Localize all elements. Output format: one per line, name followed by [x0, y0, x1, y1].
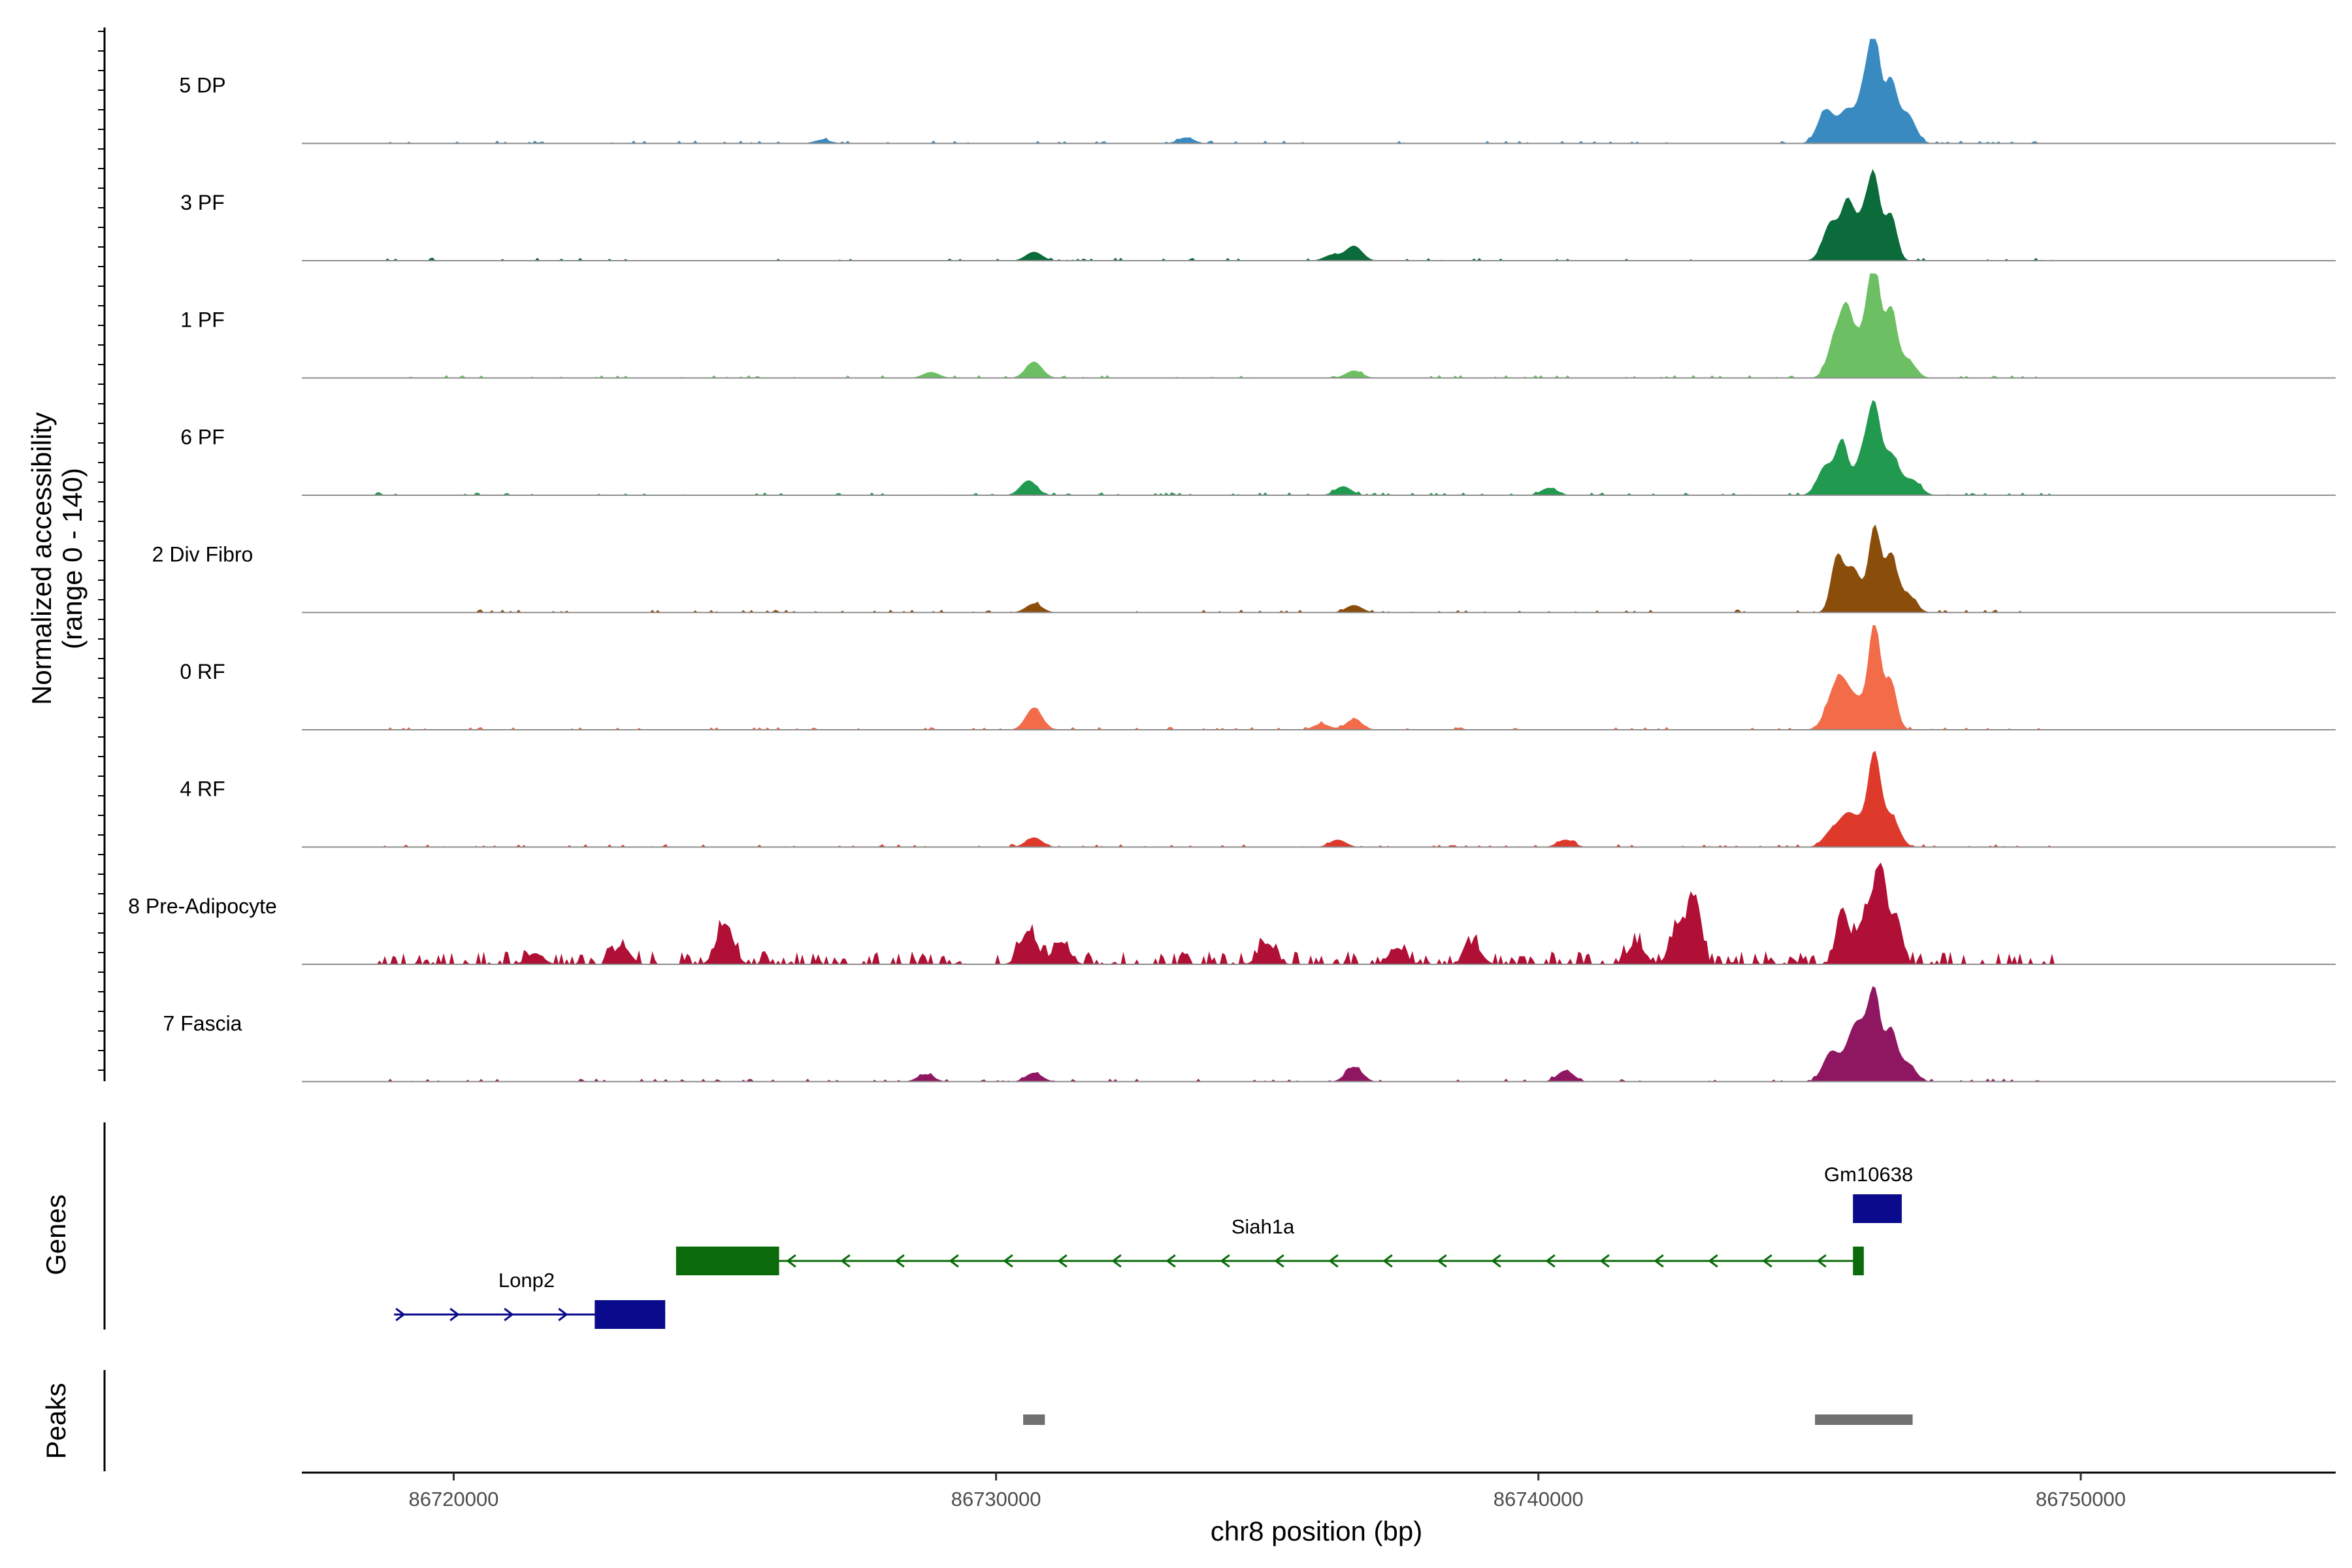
strand-arrow: [949, 1254, 959, 1268]
genes-panel: Lonp2 Siah1a Gm10638: [103, 1122, 1913, 1330]
coverage-area: [302, 862, 2336, 964]
x-tick-label: 86720000: [408, 1488, 498, 1511]
peak-region: [1815, 1414, 1913, 1425]
strand-arrow: [1328, 1254, 1339, 1268]
track-label: 0 RF: [180, 660, 225, 683]
gene-exon: [1853, 1194, 1902, 1223]
track-label: 5 DP: [179, 74, 225, 97]
track-label: 8 Pre-Adipocyte: [128, 894, 277, 918]
strand-arrow: [1003, 1254, 1013, 1268]
coverage-area: [302, 39, 2336, 144]
gene-lonp2: Lonp2: [394, 1269, 666, 1329]
track-1-pf: 1 PF: [180, 273, 2336, 379]
strand-arrow: [1166, 1254, 1176, 1268]
strand-arrow: [840, 1254, 851, 1268]
track-label: 6 PF: [180, 425, 225, 449]
gene-gm10638: Gm10638: [1824, 1163, 1913, 1223]
strand-arrow: [1220, 1254, 1230, 1268]
strand-arrow: [1762, 1254, 1772, 1268]
strand-arrow: [894, 1254, 905, 1268]
gene-exon: [1853, 1247, 1864, 1275]
track-0-rf: 0 RF: [180, 625, 2336, 730]
track-4-rf: 4 RF: [180, 751, 2336, 848]
strand-arrow: [1545, 1254, 1556, 1268]
x-axis: 86720000 86730000 86740000 86750000: [302, 1471, 2336, 1511]
strand-arrow: [1599, 1254, 1610, 1268]
peak-region: [1023, 1414, 1045, 1425]
x-tick-label: 86750000: [2036, 1488, 2126, 1511]
peaks-panel: [103, 1370, 1913, 1471]
track-label: 4 RF: [180, 777, 225, 801]
track-label: 3 PF: [180, 191, 225, 214]
strand-arrow: [1708, 1254, 1718, 1268]
strand-arrow: [558, 1307, 568, 1322]
gene-exon: [595, 1300, 666, 1329]
track-5-dp: 5 DP: [179, 39, 2336, 144]
track-2-div-fibro: 2 Div Fibro: [152, 524, 2336, 613]
strand-arrow: [1382, 1254, 1393, 1268]
x-tick-label: 86730000: [951, 1488, 1041, 1511]
track-3-pf: 3 PF: [180, 169, 2336, 261]
strand-arrow: [395, 1307, 406, 1322]
track-7-fascia: 7 Fascia: [163, 986, 2336, 1083]
coverage-ylabel-line2: (range 0 - 140): [57, 468, 88, 649]
strand-arrow: [1057, 1254, 1068, 1268]
strand-arrow: [786, 1254, 796, 1268]
strand-arrow: [449, 1307, 460, 1322]
gene-label: Lonp2: [498, 1269, 555, 1292]
genes-panel-label: Genes: [41, 1194, 71, 1275]
track-8-pre-adipocyte: 8 Pre-Adipocyte: [128, 862, 2336, 965]
gene-exon: [676, 1247, 779, 1275]
strand-arrow: [1274, 1254, 1284, 1268]
track-label: 2 Div Fibro: [152, 543, 253, 566]
peaks-panel-label: Peaks: [41, 1383, 71, 1460]
track-label: 7 Fascia: [163, 1012, 242, 1036]
strand-arrow: [1816, 1254, 1827, 1268]
track-label: 1 PF: [180, 308, 225, 332]
strand-arrow: [1654, 1254, 1664, 1268]
coverage-panel: 5 DP 3 PF 1 PF 6 PF 2 Div Fibro 0 RF 4 RF 8 Pre…: [98, 27, 2336, 1083]
coverage-ylabel-line1: Normalized accessibility: [26, 412, 57, 705]
strand-arrow: [504, 1307, 514, 1322]
coverage-area: [302, 986, 2336, 1082]
coverage-area: [302, 625, 2336, 730]
strand-arrow: [1437, 1254, 1447, 1268]
coverage-area: [302, 400, 2336, 495]
x-axis-title: chr8 position (bp): [1211, 1516, 1423, 1546]
track-6-pf: 6 PF: [180, 400, 2336, 496]
strand-arrow: [1491, 1254, 1501, 1268]
x-tick-label: 86740000: [1494, 1488, 1584, 1511]
strand-arrow: [1111, 1254, 1122, 1268]
gene-label: Siah1a: [1232, 1215, 1295, 1238]
gene-siah1a: Siah1a: [676, 1215, 1864, 1275]
coverage-area: [302, 169, 2336, 261]
gene-label: Gm10638: [1824, 1163, 1913, 1186]
